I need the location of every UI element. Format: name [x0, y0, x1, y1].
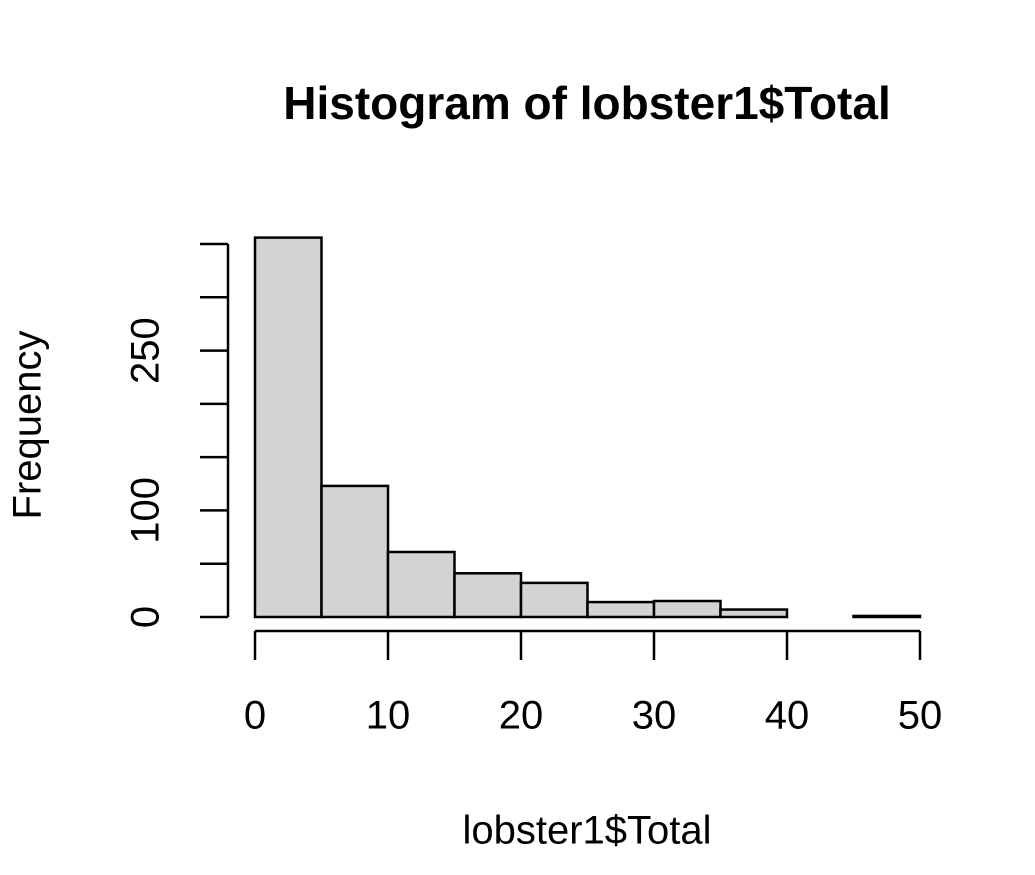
bar: [386, 550, 456, 619]
bar: [852, 614, 922, 619]
x-tick-label: 50: [898, 694, 943, 738]
x-tick-label: 20: [499, 694, 544, 738]
x-tick-label: 30: [632, 694, 677, 738]
x-tick-label: 10: [366, 694, 411, 738]
bar: [652, 599, 722, 619]
y-tick-label: 100: [124, 477, 168, 544]
x-tick-label: 0: [244, 694, 266, 738]
bar: [586, 600, 656, 619]
chart-title: Histogram of lobster1$Total: [283, 77, 890, 129]
bar: [253, 236, 323, 619]
y-tick-label: 250: [124, 317, 168, 384]
bar: [519, 581, 589, 619]
y-axis-label: Frequency: [6, 331, 50, 520]
x-tick-label: 40: [765, 694, 810, 738]
y-tick-label: 0: [124, 606, 168, 628]
bar: [719, 608, 789, 619]
x-axis-label: lobster1$Total: [462, 809, 711, 853]
bar: [453, 572, 523, 619]
bar: [320, 484, 390, 619]
